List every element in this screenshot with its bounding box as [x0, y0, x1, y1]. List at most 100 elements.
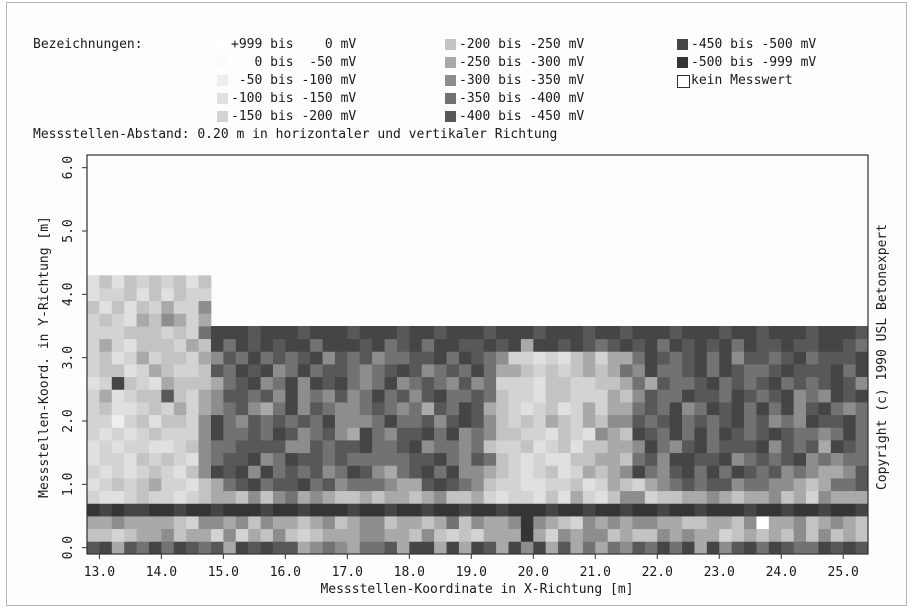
heatmap-cell: [682, 452, 695, 466]
heatmap-cell: [210, 440, 224, 454]
heatmap-cell: [719, 326, 733, 340]
heatmap-cell: [843, 465, 857, 479]
heatmap-cell: [322, 364, 336, 378]
heatmap-cell: [595, 440, 609, 454]
heatmap-cell: [310, 326, 323, 340]
heatmap-cell: [632, 389, 646, 403]
heatmap-cell: [644, 376, 658, 390]
heatmap-cell: [446, 389, 460, 403]
heatmap-cell: [793, 427, 807, 441]
heatmap-cell: [434, 528, 447, 542]
heatmap-cell: [719, 516, 733, 530]
heatmap-cell: [359, 364, 373, 378]
heatmap-cell: [248, 516, 261, 530]
heatmap-cell: [161, 452, 175, 466]
heatmap-cell: [173, 326, 187, 340]
heatmap-cell: [359, 414, 373, 428]
heatmap-cell: [781, 452, 795, 466]
heatmap-cell: [409, 389, 423, 403]
heatmap-cell: [347, 364, 361, 378]
heatmap-cell: [248, 414, 261, 428]
heatmap-cell: [533, 503, 547, 517]
heatmap-cell: [322, 389, 336, 403]
heatmap-cell: [545, 541, 559, 555]
heatmap-cell: [148, 490, 162, 504]
heatmap-cell: [248, 427, 261, 441]
heatmap-cell: [198, 326, 212, 340]
heatmap-cell: [372, 389, 385, 403]
heatmap-cell: [818, 351, 832, 365]
heatmap-cell: [657, 402, 671, 416]
heatmap-cell: [111, 541, 125, 555]
heatmap-cell: [396, 452, 410, 466]
heatmap-cell: [657, 516, 671, 530]
heatmap-cell: [632, 326, 646, 340]
heatmap-cell: [533, 541, 547, 555]
heatmap-cell: [87, 427, 100, 441]
heatmap-cell: [223, 364, 237, 378]
heatmap-cell: [818, 338, 832, 352]
heatmap-cell: [682, 503, 695, 517]
heatmap-cell: [322, 478, 336, 492]
legend-label: -250 bis -300 mV: [459, 55, 585, 70]
heatmap-cell: [99, 338, 113, 352]
heatmap-cell: [558, 440, 571, 454]
heatmap-cell: [582, 376, 596, 390]
heatmap-cell: [731, 452, 745, 466]
heatmap-cell: [719, 402, 733, 416]
heatmap-cell: [545, 414, 559, 428]
heatmap-cell: [694, 389, 708, 403]
x-tick-label: 16.0: [270, 565, 301, 580]
heatmap-cell: [260, 427, 274, 441]
heatmap-cell: [136, 465, 150, 479]
heatmap-cell: [471, 516, 485, 530]
heatmap-cell: [806, 351, 819, 365]
heatmap-cell: [161, 364, 175, 378]
heatmap-cell: [248, 465, 261, 479]
x-tick-label: 14.0: [146, 565, 177, 580]
heatmap-cell: [210, 516, 224, 530]
heatmap-cell: [855, 326, 869, 340]
heatmap-cell: [384, 338, 398, 352]
heatmap-cell: [285, 528, 299, 542]
heatmap-cell: [483, 351, 497, 365]
heatmap-cell: [372, 440, 385, 454]
heatmap-cell: [719, 490, 733, 504]
heatmap-cell: [458, 528, 472, 542]
heatmap-cell: [396, 503, 410, 517]
heatmap-cell: [446, 376, 460, 390]
heatmap-cell: [99, 440, 113, 454]
heatmap-cell: [855, 516, 869, 530]
heatmap-cell: [669, 465, 683, 479]
heatmap-cell: [843, 427, 857, 441]
heatmap-cell: [632, 503, 646, 517]
heatmap-cell: [99, 528, 113, 542]
heatmap-cell: [558, 478, 571, 492]
heatmap-cell: [706, 338, 720, 352]
heatmap-cell: [471, 389, 485, 403]
heatmap-cell: [843, 376, 857, 390]
heatmap-cell: [161, 541, 175, 555]
heatmap-cell: [843, 478, 857, 492]
heatmap-cell: [446, 338, 460, 352]
heatmap-cell: [87, 313, 100, 327]
heatmap-cell: [731, 516, 745, 530]
heatmap-cell: [620, 440, 633, 454]
heatmap-cell: [136, 389, 150, 403]
heatmap-cell: [446, 478, 460, 492]
legend-label: -300 bis -350 mV: [459, 73, 585, 88]
heatmap-cell: [99, 541, 113, 555]
heatmap-cell: [620, 326, 633, 340]
heatmap-cell: [285, 478, 299, 492]
heatmap-cell: [855, 478, 869, 492]
heatmap-cell: [322, 503, 336, 517]
heatmap-cell: [644, 440, 658, 454]
heatmap-cell: [508, 389, 522, 403]
heatmap-cell: [409, 541, 423, 555]
heatmap-cell: [260, 414, 274, 428]
heatmap-cell: [297, 516, 311, 530]
heatmap-cell: [682, 389, 695, 403]
heatmap-cell: [657, 478, 671, 492]
heatmap-cell: [285, 465, 299, 479]
heatmap-cell: [173, 414, 187, 428]
